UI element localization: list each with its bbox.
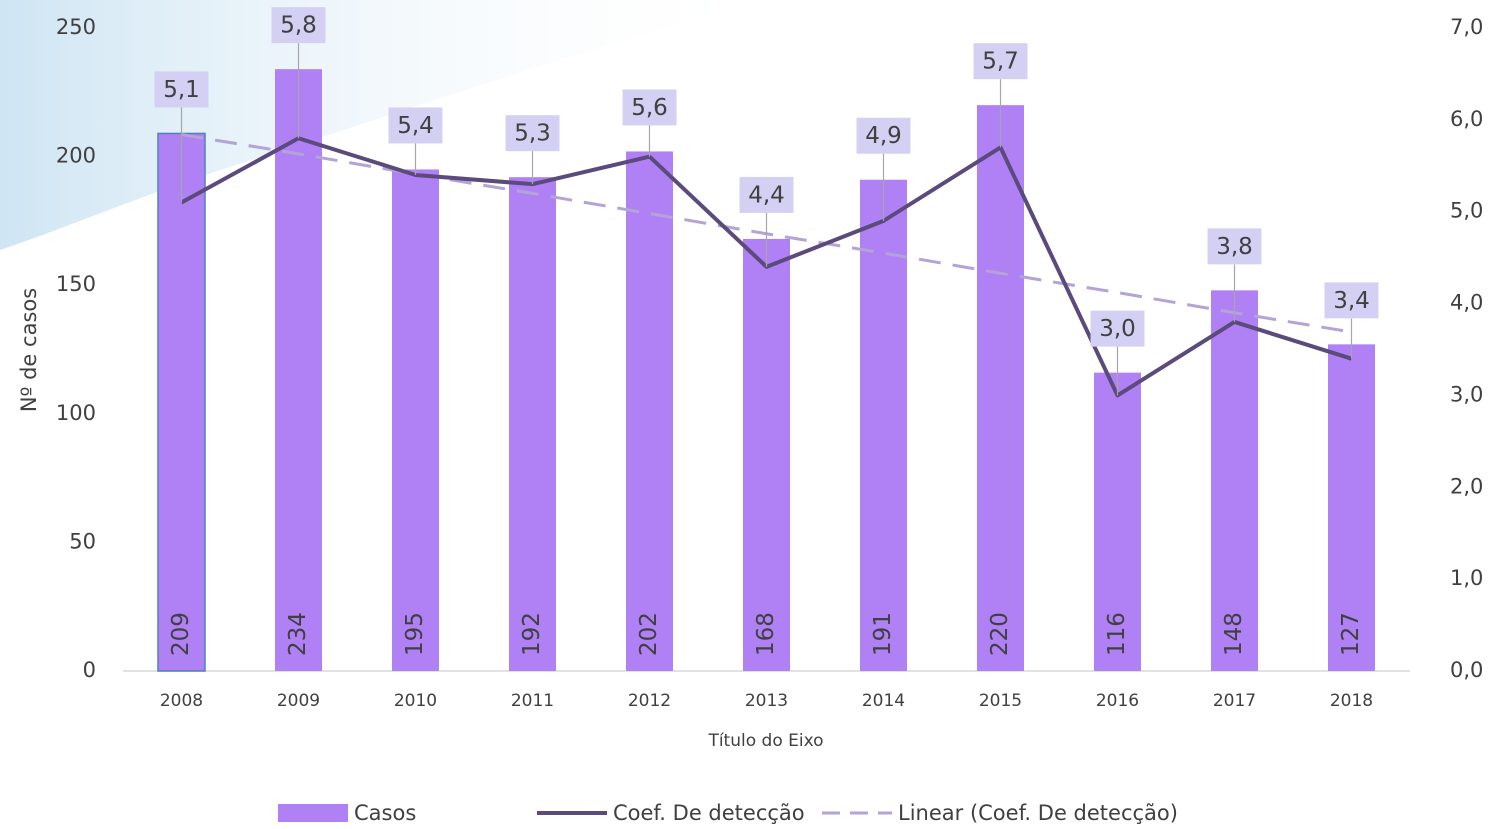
bar-label: 195 [402,612,428,656]
bar [157,132,206,672]
bar-label: 234 [285,612,311,656]
label-box [1207,228,1262,265]
y2-tick-label: 0,0 [1450,658,1483,682]
y2-tick-label: 2,0 [1450,474,1483,498]
y-tick-label: 250 [56,15,96,39]
x-tick-label: 2017 [1213,691,1256,711]
line-label: 3,8 [1216,234,1253,260]
bar [1211,290,1258,671]
bar-label: 202 [636,612,662,656]
y2-tick-label: 4,0 [1450,291,1483,315]
x-tick-label: 2014 [862,691,905,711]
bar [977,105,1024,671]
line-label: 5,3 [514,121,551,147]
bar-label: 191 [870,612,896,656]
line-label: 4,4 [748,182,785,208]
bar-label: 192 [519,612,545,656]
x-tick-label: 2013 [745,691,788,711]
label-box [271,7,326,44]
label-box [1324,282,1379,319]
bar-label: 220 [987,612,1013,656]
line-label: 4,9 [865,123,902,149]
bar-label: 209 [168,612,194,656]
x-tick-label: 2016 [1096,691,1139,711]
legend-swatch [278,804,348,822]
label-box [388,107,443,144]
legend-label: Casos [354,801,416,825]
legend-label: Coef. De detecção [613,801,805,825]
label-box [1090,310,1145,347]
y2-tick-label: 6,0 [1450,107,1483,131]
bar-label: 127 [1338,612,1364,656]
bar-label: 116 [1104,612,1130,656]
line-label: 5,7 [982,49,1019,75]
label-box [973,43,1028,80]
label-box [622,89,677,126]
x-tick-label: 2011 [511,691,554,711]
line-label: 5,4 [397,113,434,139]
x-tick-label: 2015 [979,691,1022,711]
label-box [505,115,560,152]
y-axis-title: Nº de casos [17,288,41,412]
line-label: 5,8 [280,13,317,39]
x-tick-label: 2008 [160,691,203,711]
line-label: 3,4 [1333,288,1370,314]
line-label: 5,6 [631,95,668,121]
y2-tick-label: 5,0 [1450,199,1483,223]
y2-tick-label: 7,0 [1450,15,1483,39]
bar [1094,372,1141,671]
bar [626,151,673,671]
line-label: 3,0 [1099,316,1136,342]
x-axis-title: Título do Eixo [707,731,823,751]
label-box [154,71,209,108]
label-box [739,176,794,213]
y-tick-label: 0 [83,658,96,682]
label-box [856,117,911,154]
x-tick-label: 2012 [628,691,671,711]
bar [860,179,907,672]
y-tick-label: 200 [56,144,96,168]
y2-tick-label: 3,0 [1450,382,1483,406]
x-tick-label: 2018 [1330,691,1373,711]
bar [392,169,439,671]
y2-tick-label: 1,0 [1450,566,1483,590]
bar [509,177,556,671]
line-label: 5,1 [163,77,200,103]
bar [1328,344,1375,671]
y-tick-label: 100 [56,401,96,425]
x-tick-label: 2009 [277,691,320,711]
y-tick-label: 150 [56,272,96,296]
bar-label: 148 [1221,612,1247,656]
legend-label: Linear (Coef. De detecção) [898,801,1178,825]
x-tick-label: 2010 [394,691,437,711]
background-swoosh [0,0,780,250]
y-tick-label: 50 [69,529,96,553]
bar [275,69,322,672]
bar-label: 168 [753,612,779,656]
bar [743,238,790,672]
